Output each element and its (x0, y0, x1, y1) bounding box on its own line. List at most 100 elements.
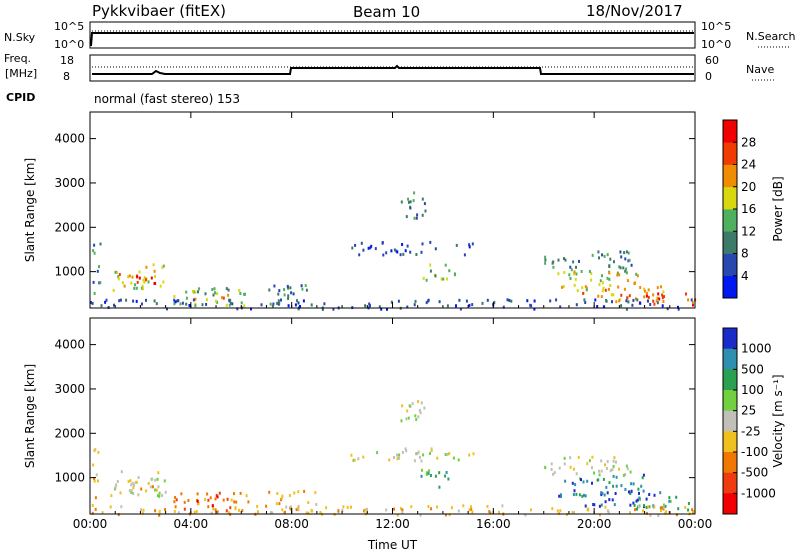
data-cell (92, 463, 95, 467)
data-cell (241, 509, 244, 513)
data-cell (91, 301, 94, 305)
data-cell (133, 483, 136, 487)
data-cell (648, 493, 651, 496)
data-cell (600, 295, 603, 299)
data-cell (481, 301, 484, 305)
data-cell (405, 449, 408, 453)
data-cell (283, 288, 286, 292)
data-cell (593, 503, 596, 507)
data-cell (130, 281, 133, 285)
panel-frame (89, 317, 696, 515)
data-cell (216, 300, 219, 304)
data-cell (416, 452, 419, 455)
data-cell (280, 298, 282, 302)
colorbar-segment (723, 431, 737, 453)
data-cell (590, 278, 593, 282)
data-cell (575, 492, 578, 496)
data-cell (608, 498, 611, 502)
data-cell (604, 500, 607, 504)
data-cell (162, 264, 165, 268)
data-cell (307, 511, 310, 515)
data-cell (417, 450, 420, 454)
data-cell (341, 508, 344, 512)
nave-tick-bottom: 0 (705, 70, 712, 83)
data-cell (620, 293, 623, 297)
data-cell (410, 505, 413, 509)
data-cell (157, 494, 159, 498)
colorbar-segment (723, 209, 737, 232)
data-cell (442, 277, 445, 281)
data-cell (638, 496, 641, 500)
colorbar-tick-label: 8 (741, 247, 749, 261)
data-cell (99, 281, 102, 285)
data-cell (627, 259, 630, 263)
data-cell (413, 216, 416, 220)
data-cell (354, 243, 357, 247)
data-cell (134, 481, 137, 484)
y-tick-label: 1000 (54, 265, 85, 279)
data-cell (236, 307, 239, 311)
data-cell (94, 507, 97, 511)
data-cell (575, 265, 577, 269)
data-cell (98, 265, 100, 269)
data-cell (572, 493, 575, 497)
data-cell (227, 288, 230, 292)
data-cell (222, 498, 225, 502)
data-cell (228, 299, 231, 303)
data-cell (112, 288, 115, 292)
data-cell (385, 508, 388, 512)
data-cell (444, 263, 447, 267)
data-cell (555, 298, 558, 302)
data-cell (430, 447, 433, 451)
data-cell (212, 293, 215, 297)
data-cell (560, 494, 562, 498)
data-cell (644, 289, 646, 293)
nsky-label: N.Sky (4, 31, 36, 44)
data-cell (581, 494, 584, 498)
colorbar-tick-label: 25 (741, 404, 756, 418)
data-cell (412, 199, 415, 203)
data-cell (415, 452, 418, 456)
data-cell (278, 289, 281, 293)
data-cell (289, 286, 292, 290)
data-cell (633, 503, 636, 507)
data-cell (162, 280, 165, 284)
data-cell (416, 213, 419, 217)
data-cell (185, 290, 188, 294)
data-cell (419, 513, 422, 517)
data-cell (304, 284, 307, 288)
data-cell (283, 293, 286, 297)
data-cell (173, 302, 176, 306)
data-cell (455, 243, 458, 247)
data-cell (557, 272, 560, 276)
data-cell (297, 508, 300, 512)
data-cell (616, 271, 619, 275)
data-cell (624, 488, 627, 491)
freq-label-line1: Freq. (4, 52, 31, 65)
data-cell (97, 479, 99, 483)
data-cell (630, 482, 633, 486)
data-cell (662, 507, 665, 511)
data-cell (571, 510, 574, 514)
data-cell (206, 492, 209, 496)
data-cell (140, 286, 143, 290)
data-cell (582, 291, 585, 295)
colorbar-segment (723, 493, 737, 515)
data-cell (604, 505, 607, 509)
data-cell (677, 507, 680, 511)
data-cell (302, 299, 305, 303)
data-cell (230, 498, 233, 502)
data-cell (563, 456, 566, 460)
data-cell (192, 289, 194, 293)
data-cell (352, 458, 355, 462)
data-cell (399, 253, 402, 257)
data-cell (157, 485, 160, 489)
data-cell (409, 206, 412, 210)
data-cell (559, 509, 562, 513)
data-cell (91, 503, 94, 507)
data-cell (610, 293, 613, 297)
data-cell (414, 414, 417, 418)
x-tick-label: 20:00 (577, 517, 612, 531)
data-cell (634, 297, 637, 301)
data-cell (613, 503, 616, 507)
